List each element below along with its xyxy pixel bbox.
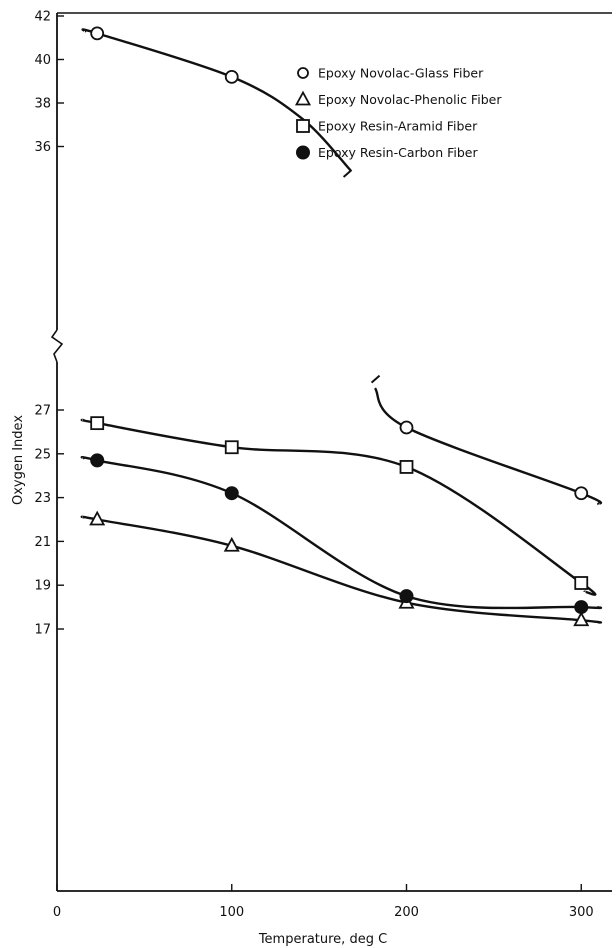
data-point	[224, 486, 239, 501]
legend-entry: Epoxy Novolac-Phenolic Fiber	[294, 90, 502, 107]
y-tick-label: 27	[34, 404, 51, 419]
data-point	[89, 510, 106, 526]
chart-legend: Epoxy Novolac-Glass Fiber Epoxy Novolac-P…	[294, 66, 502, 160]
data-point	[399, 589, 414, 604]
legend-marker	[294, 90, 312, 106]
data-point	[90, 453, 105, 468]
series-line-epoxy-resin-aramid-fiber	[80, 418, 597, 596]
y-tick-label: 17	[34, 623, 51, 638]
legend-entry: Epoxy Resin-Carbon Fiber	[296, 145, 478, 160]
legend-entry: Epoxy Novolac-Glass Fiber	[297, 66, 484, 81]
data-point	[224, 70, 239, 84]
y-tick-label: 21	[34, 535, 51, 550]
data-point	[399, 420, 414, 435]
data-point	[574, 486, 589, 501]
y-tick-label: 19	[34, 579, 51, 594]
curve-break-mark	[370, 374, 381, 384]
legend-label: Epoxy Resin-Aramid Fiber	[318, 119, 478, 134]
series-line-epoxy-novolac-glass-fiber	[373, 387, 603, 506]
x-tick-label: 300	[569, 905, 594, 920]
legend-marker	[296, 119, 310, 133]
legend-marker	[296, 145, 310, 160]
data-point	[224, 440, 239, 455]
legend-label: Epoxy Resin-Carbon Fiber	[318, 145, 478, 160]
y-axis-break-mark	[50, 329, 64, 363]
data-point	[573, 611, 590, 627]
chart-axes: 17 19 21 23 25 27 36 38 40 42 0 100 200 300	[34, 10, 612, 920]
legend-label: Epoxy Novolac-Glass Fiber	[318, 66, 484, 81]
data-markers	[89, 26, 590, 627]
y-tick-label: 25	[34, 447, 51, 462]
data-point	[399, 460, 414, 474]
legend-entry: Epoxy Resin-Aramid Fiber	[296, 119, 478, 134]
series-line-epoxy-resin-carbon-fiber	[80, 455, 603, 610]
legend-label: Epoxy Novolac-Phenolic Fiber	[318, 92, 502, 107]
x-tick-label: 0	[53, 905, 61, 920]
x-axis-title: Temperature, deg C	[258, 932, 387, 947]
data-point	[90, 26, 105, 41]
y-tick-label: 38	[34, 97, 51, 112]
y-tick-label: 40	[34, 53, 51, 68]
x-tick-label: 100	[219, 905, 244, 920]
data-point	[574, 576, 589, 590]
x-tick-label: 200	[394, 905, 419, 920]
y-tick-label: 42	[34, 10, 51, 25]
data-point	[223, 536, 240, 552]
legend-marker	[297, 67, 309, 79]
series-line-epoxy-novolac-phenolic-fiber	[80, 515, 603, 624]
y-axis-title: Oxygen Index	[11, 415, 26, 505]
data-point	[90, 416, 105, 431]
data-point	[574, 600, 589, 615]
series-line-epoxy-novolac-glass-fiber	[81, 28, 352, 172]
curve-break-mark	[342, 169, 353, 178]
y-tick-label: 23	[34, 491, 51, 506]
y-tick-label: 36	[34, 140, 51, 155]
